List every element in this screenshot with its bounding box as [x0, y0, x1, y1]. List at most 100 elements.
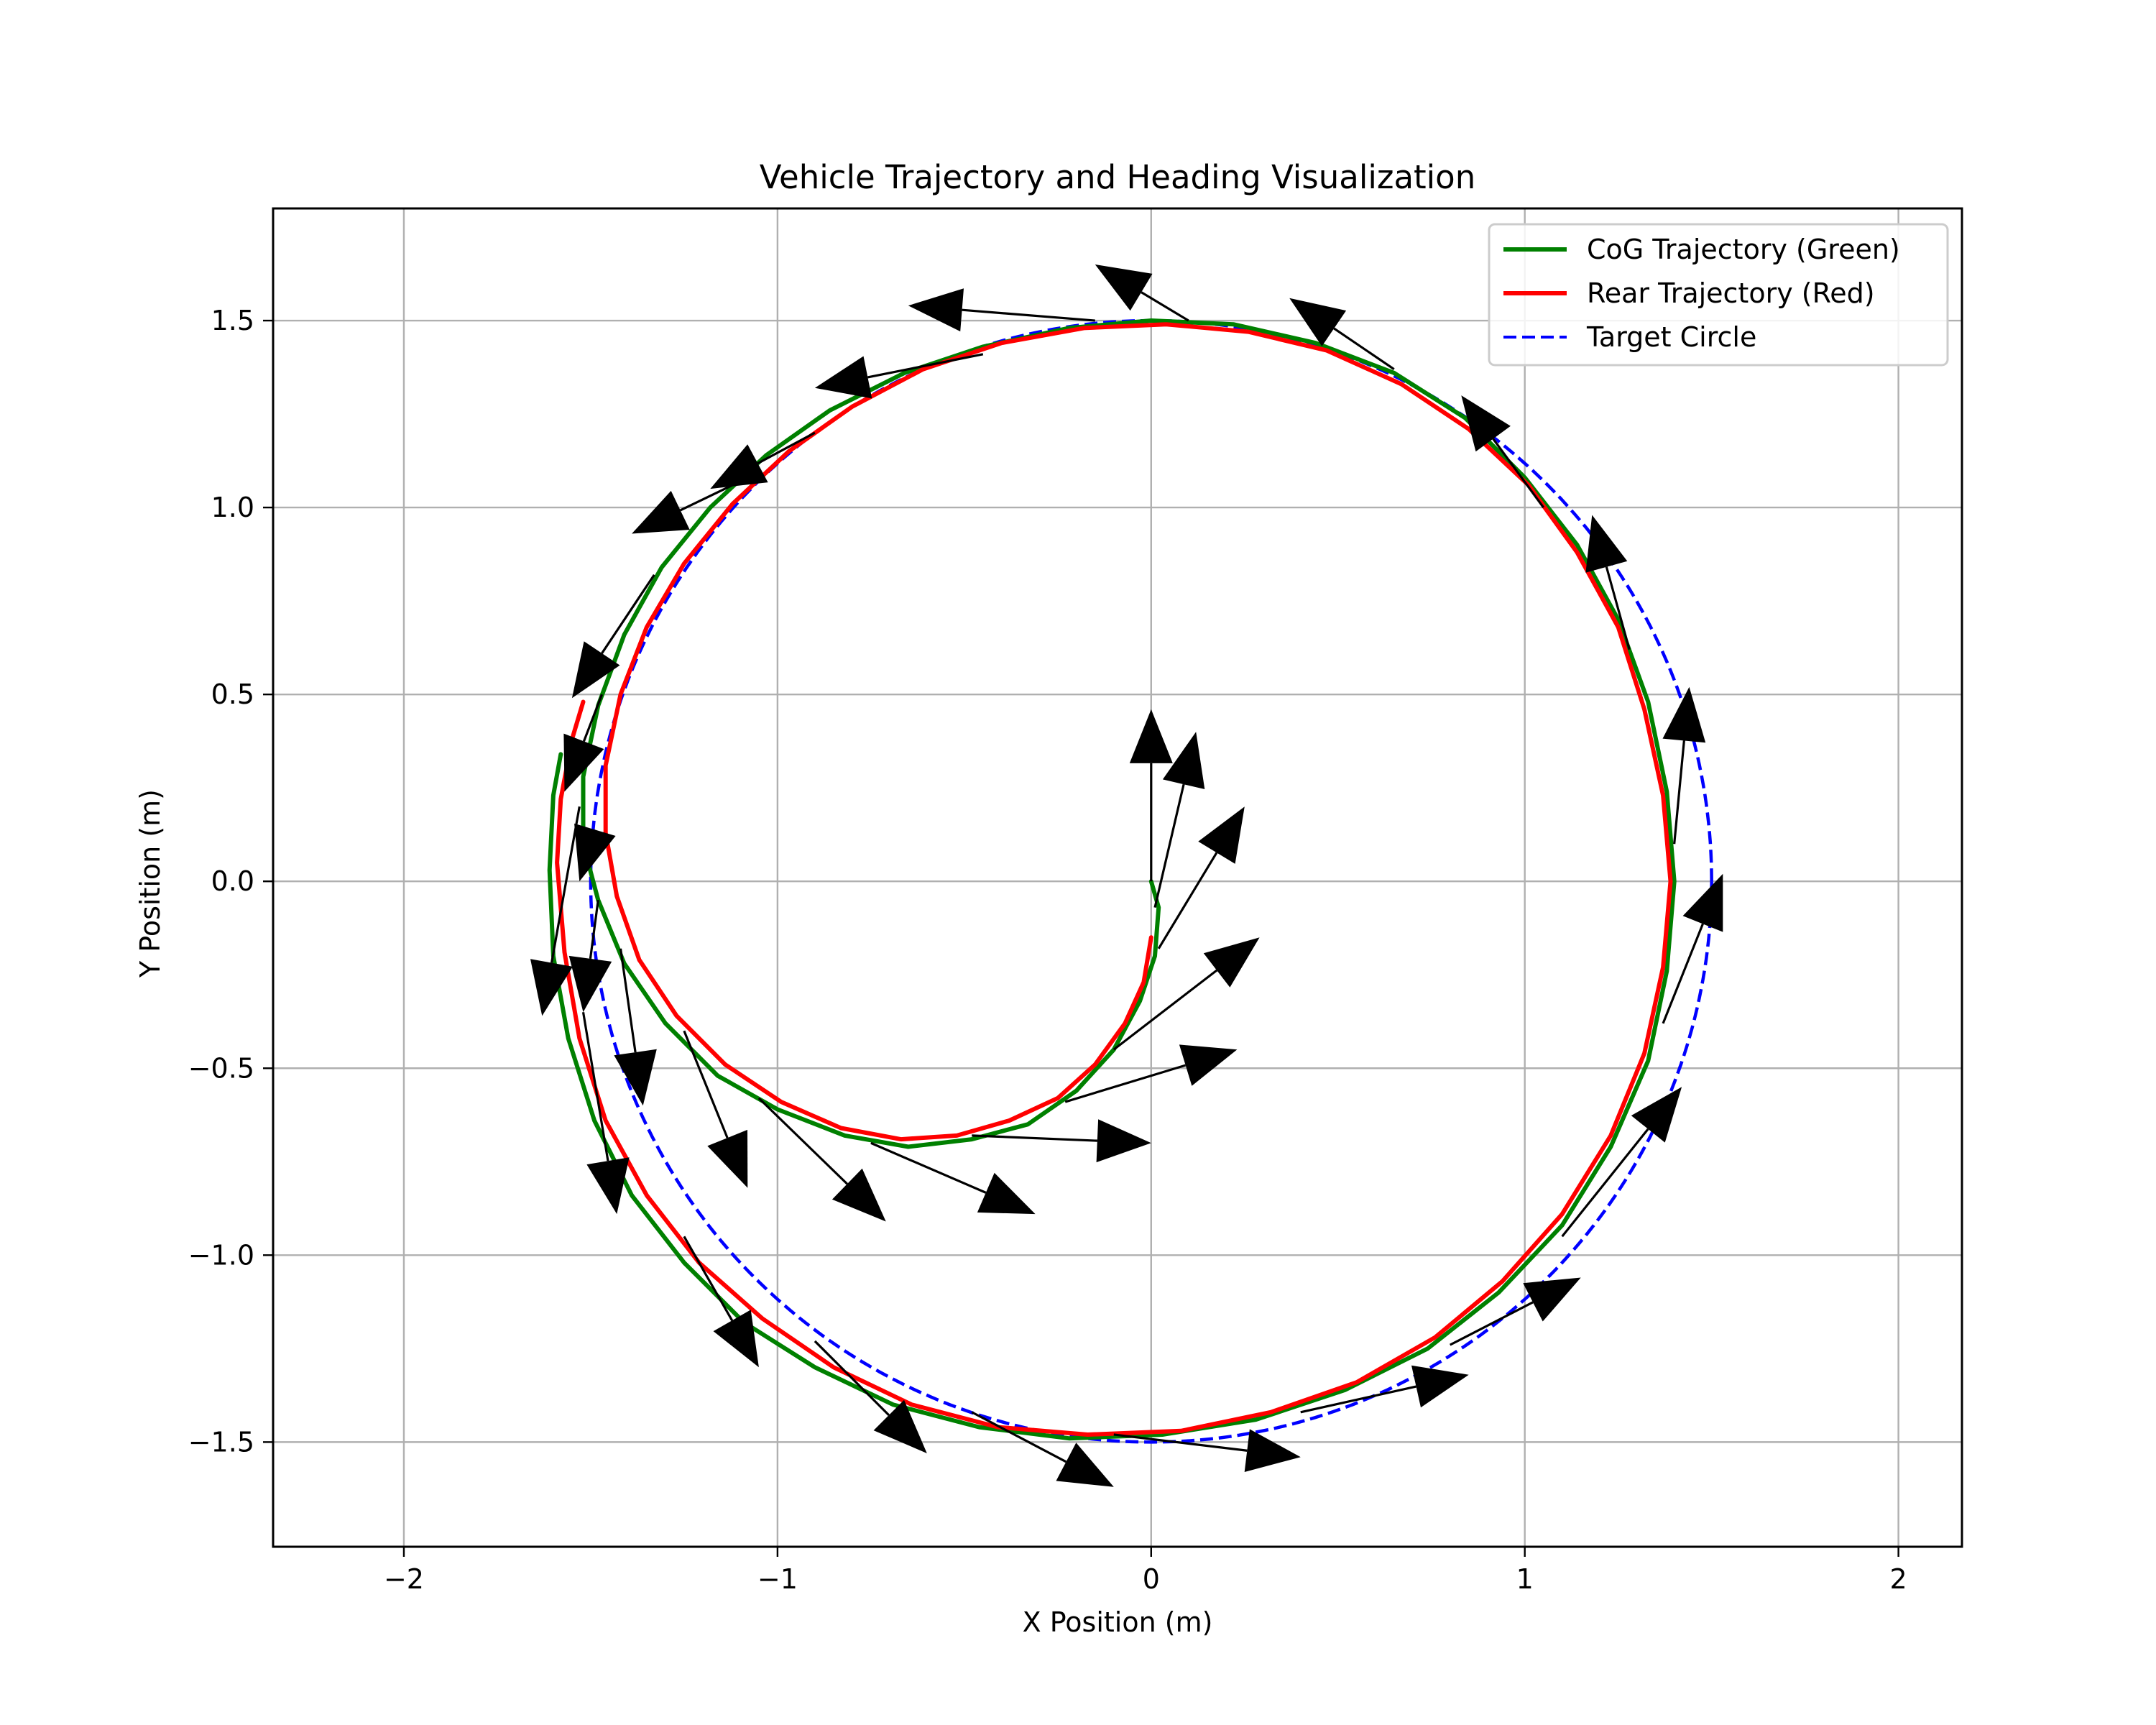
heading-arrow — [1449, 1277, 1581, 1346]
axis-ticks: −2 −1 0 1 2 −1.5 −1.0 −0.5 0.0 0.5 1.0 1.5 — [188, 305, 1907, 1595]
heading-arrow — [710, 431, 816, 489]
heading-arrow — [683, 1236, 759, 1368]
heading-arrows — [530, 264, 1723, 1487]
heading-arrow-head — [908, 288, 964, 332]
heading-arrow — [1064, 1044, 1238, 1103]
heading-arrow-shaft — [972, 1134, 1097, 1142]
heading-arrow-head — [707, 1129, 748, 1188]
heading-arrow — [972, 1119, 1151, 1163]
heading-arrow-shaft — [1561, 1128, 1649, 1238]
heading-arrow-head — [614, 1049, 657, 1106]
heading-arrow-head — [1244, 1429, 1301, 1472]
heading-arrow-head — [713, 1310, 759, 1368]
y-tick-label: −1.0 — [188, 1239, 254, 1271]
heading-arrow — [971, 1411, 1114, 1487]
chart-title: Vehicle Trajectory and Heading Visualiza… — [760, 158, 1475, 196]
heading-arrow-shaft — [582, 694, 604, 742]
heading-arrow-head — [873, 1399, 927, 1453]
heading-arrow-shaft — [757, 1097, 848, 1185]
heading-arrow-head — [530, 959, 573, 1016]
heading-arrow-head — [1411, 1365, 1469, 1408]
heading-arrow — [757, 1097, 886, 1222]
heading-arrow — [1153, 732, 1205, 908]
plot-frame — [272, 207, 1963, 1548]
x-tick-label: 0 — [1143, 1563, 1160, 1595]
heading-arrow — [1561, 1087, 1682, 1238]
heading-arrow-head — [1461, 395, 1511, 452]
legend-box — [1488, 223, 1949, 367]
heading-arrow-shaft — [619, 948, 637, 1053]
heading-arrow-shaft — [870, 1141, 987, 1194]
x-tick-label: −2 — [384, 1563, 424, 1595]
y-tick-label: 1.5 — [211, 305, 254, 336]
legend-label-rear: Rear Trajectory (Red) — [1587, 277, 1875, 309]
y-tick-label: 1.0 — [211, 492, 254, 523]
heading-arrow-shaft — [1673, 740, 1685, 845]
heading-arrow-shaft — [1449, 1301, 1534, 1346]
heading-arrow-shaft — [757, 431, 816, 465]
heading-arrow-shaft — [679, 484, 734, 512]
heading-arrow-head — [571, 641, 620, 699]
heading-arrow-shaft — [1141, 291, 1189, 322]
heading-arrow — [581, 1011, 630, 1215]
heading-arrow — [571, 574, 655, 699]
heading-arrow-head — [814, 356, 872, 399]
y-axis-label: Y Position (m) — [134, 789, 166, 978]
heading-arrow — [563, 694, 604, 792]
heading-arrow — [632, 484, 734, 534]
x-tick-label: −1 — [757, 1563, 798, 1595]
heading-arrow-shaft — [1333, 327, 1395, 370]
legend: CoG Trajectory (Green) Rear Trajectory (… — [1488, 223, 1949, 367]
heading-arrow-shaft — [1492, 438, 1544, 509]
heading-arrow-head — [831, 1168, 886, 1222]
heading-arrow-head — [1662, 686, 1706, 743]
heading-arrow-head — [632, 490, 690, 534]
heading-arrow-head — [1095, 264, 1153, 311]
heading-arrow-shaft — [1157, 852, 1218, 949]
heading-arrow-head — [1585, 515, 1628, 573]
heading-arrow-head — [1198, 806, 1245, 864]
heading-arrow — [814, 353, 984, 399]
heading-arrow-head — [1179, 1044, 1238, 1086]
heading-arrow-shaft — [1300, 1385, 1416, 1414]
heading-arrow — [1113, 1429, 1301, 1472]
heading-arrow — [814, 1340, 927, 1453]
heading-arrow-shaft — [581, 1011, 609, 1162]
heading-arrow — [1095, 264, 1189, 322]
heading-arrow — [1289, 298, 1395, 370]
heading-arrow-head — [1056, 1443, 1114, 1487]
heading-arrow-head — [574, 823, 616, 882]
heading-arrow-shaft — [683, 1236, 734, 1322]
heading-arrow-head — [1682, 873, 1723, 932]
heading-arrow-shaft — [1153, 783, 1185, 908]
heading-arrow — [908, 288, 1095, 332]
heading-arrow — [1129, 709, 1173, 882]
y-tick-label: 0.5 — [211, 678, 254, 710]
legend-label-target: Target Circle — [1586, 321, 1756, 353]
heading-arrow — [1585, 515, 1631, 650]
legend-label-cog: CoG Trajectory (Green) — [1587, 234, 1900, 265]
heading-arrow — [1300, 1365, 1469, 1414]
x-axis-label: X Position (m) — [1023, 1606, 1213, 1638]
x-tick-label: 2 — [1890, 1563, 1907, 1595]
heading-arrow-head — [977, 1172, 1036, 1215]
heading-arrow-head — [710, 444, 768, 489]
heading-arrow-head — [1631, 1087, 1682, 1143]
y-tick-label: −0.5 — [188, 1052, 254, 1084]
heading-arrow — [1461, 395, 1544, 509]
heading-arrow-shaft — [867, 353, 984, 379]
series-line-1 — [555, 322, 1673, 1437]
x-tick-label: 1 — [1516, 1563, 1534, 1595]
heading-arrow-shaft — [1113, 1433, 1248, 1452]
heading-arrow-shaft — [1662, 923, 1704, 1024]
heading-arrow-head — [1129, 709, 1173, 763]
heading-arrow-shaft — [1112, 969, 1218, 1051]
heading-arrow-head — [1523, 1277, 1581, 1322]
heading-arrow — [683, 1030, 748, 1188]
heading-arrow-head — [568, 955, 612, 1013]
plot-area-background — [273, 208, 1962, 1547]
heading-arrow-shaft — [601, 574, 655, 654]
heading-arrow-head — [586, 1157, 630, 1215]
heading-arrow — [1157, 806, 1245, 949]
y-tick-label: −1.5 — [188, 1426, 254, 1458]
